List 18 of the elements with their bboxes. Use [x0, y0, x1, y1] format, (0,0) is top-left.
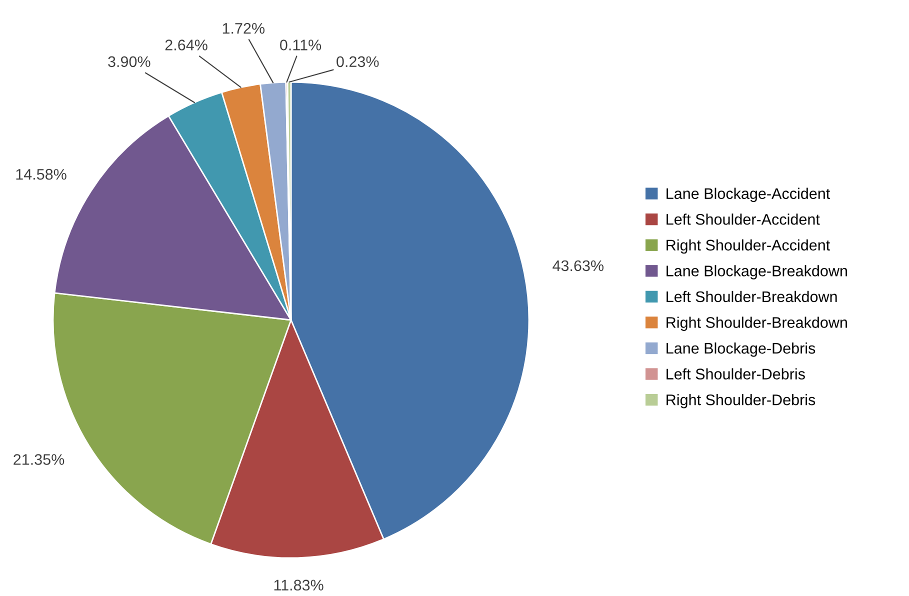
legend-label: Right Shoulder-Breakdown	[666, 316, 847, 331]
legend-label: Lane Blockage-Accident	[666, 188, 830, 202]
data-label: 0.11%	[280, 40, 322, 50]
data-label: 0.23%	[336, 56, 379, 68]
legend-label: Right Shoulder-Debris	[666, 394, 816, 408]
legend-label: Right Shoulder-Accident	[666, 239, 830, 254]
legend-label: Left Shoulder-Breakdown	[666, 290, 837, 302]
data-label: 11.83%	[274, 580, 324, 591]
legend-label: Left Shoulder-Debris	[666, 368, 805, 380]
data-label: 43.63%	[552, 260, 604, 272]
legend-label: Lane Blockage-Breakdown	[666, 265, 847, 280]
data-label: 1.72%	[222, 22, 265, 34]
legend-label: Left Shoulder-Accident	[666, 214, 820, 225]
data-label: 14.58%	[16, 168, 66, 180]
data-label: 2.64%	[165, 40, 208, 50]
data-label: 3.90%	[108, 56, 150, 68]
legend-label: Lane Blockage-Debris	[666, 342, 816, 357]
data-label: 21.35%	[14, 454, 64, 465]
